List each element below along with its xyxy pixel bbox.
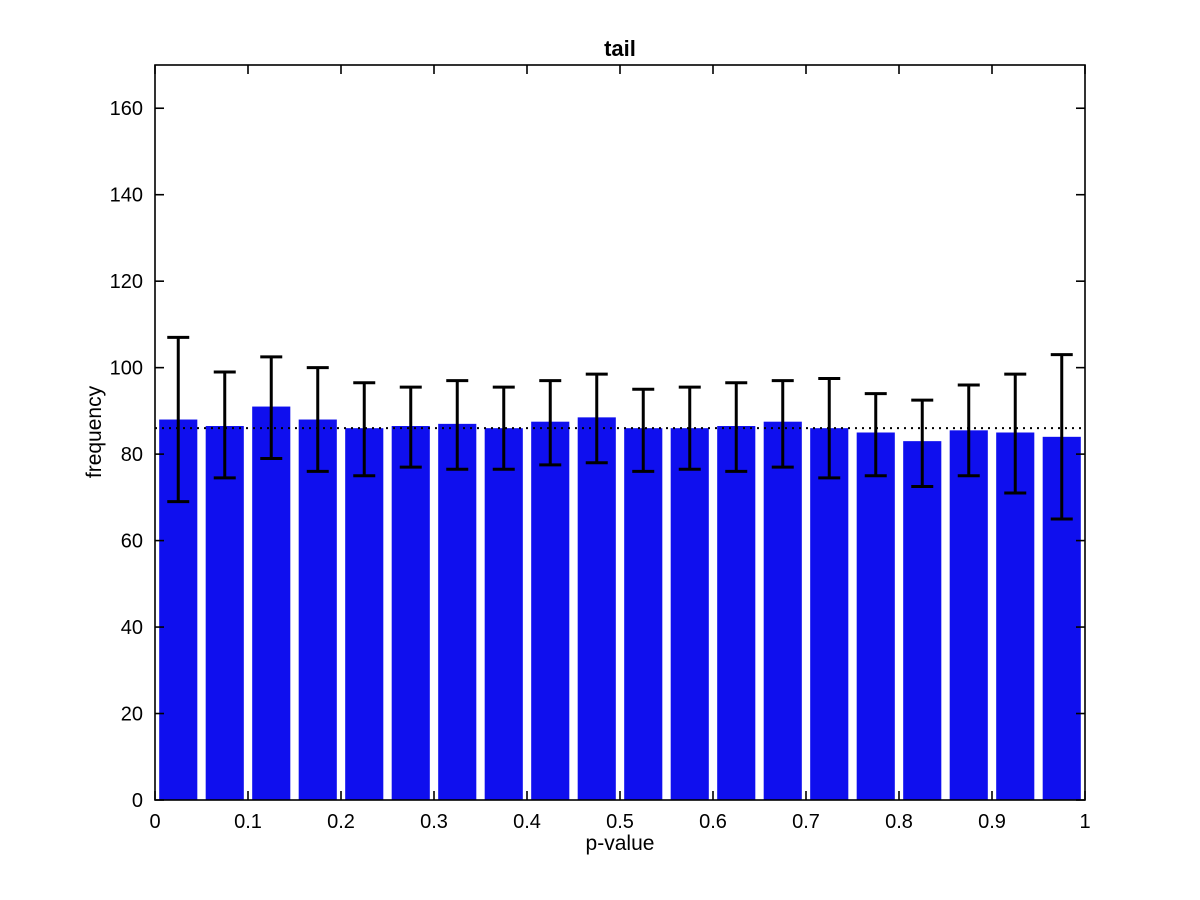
x-tick-label: 0.3 [420,811,448,833]
histogram-bar [531,421,570,800]
chart-title: tail [604,36,636,61]
histogram-bar [252,406,291,800]
y-tick-label: 160 [110,98,143,120]
x-tick-label: 0.2 [327,811,355,833]
x-tick-label: 0.8 [885,811,913,833]
x-axis-label: p-value [585,832,655,855]
histogram-bar [810,428,849,800]
plot-area [155,65,1085,800]
y-tick-label: 0 [132,790,143,812]
x-tick-label: 0.9 [978,811,1006,833]
y-tick-label: 120 [110,271,143,293]
y-tick-label: 40 [121,617,143,639]
y-axis-label: frequency [83,385,106,479]
y-tick-label: 20 [121,704,143,726]
histogram-bar [438,423,477,800]
histogram-bar [903,441,942,800]
x-tick-label: 0.4 [513,811,541,833]
y-tick-label: 60 [121,531,143,553]
y-tick-label: 80 [121,444,143,466]
x-tick-label: 0.1 [234,811,262,833]
histogram-bar [624,428,663,800]
histogram-bar [345,428,384,800]
histogram-bar [763,421,802,800]
histogram-bar [484,428,523,800]
x-tick-label: 0 [149,811,160,833]
histogram-bar [717,426,756,800]
x-tick-label: 0.6 [699,811,727,833]
y-tick-label: 140 [110,185,143,207]
histogram-bar [391,426,430,800]
histogram-bar [856,432,895,800]
x-tick-label: 0.7 [792,811,820,833]
histogram-bar [949,430,988,800]
histogram-bar [205,426,244,800]
histogram-bar [670,428,709,800]
y-tick-label: 100 [110,358,143,380]
x-tick-label: 0.5 [606,811,634,833]
x-tick-label: 1 [1079,811,1090,833]
histogram-bar [577,417,616,800]
histogram-bar [298,419,337,800]
